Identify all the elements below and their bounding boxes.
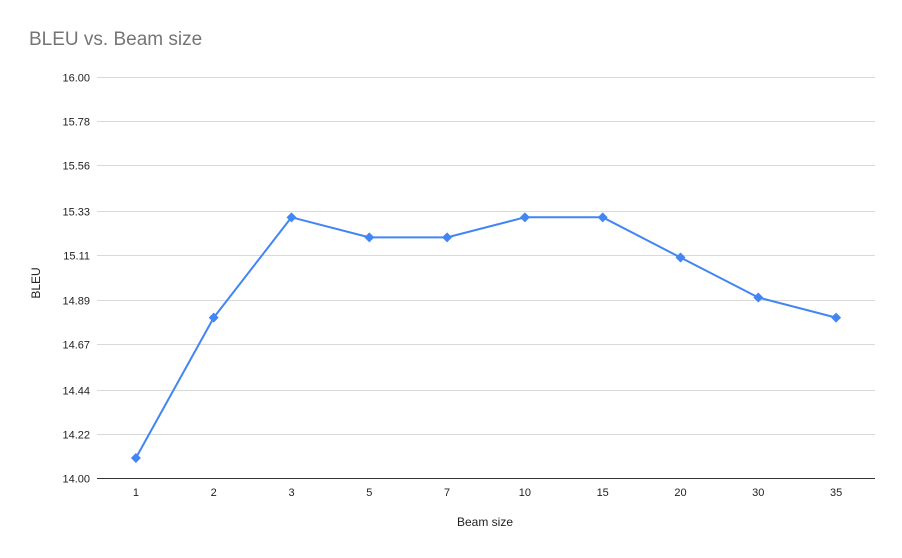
data-point-marker: [286, 212, 297, 223]
y-tick-label: 16.00: [62, 73, 90, 85]
y-tick-label: 15.33: [62, 207, 90, 219]
data-point-marker: [208, 312, 219, 323]
x-tick-label: 35: [830, 487, 842, 499]
data-point-marker: [519, 212, 530, 223]
y-tick-label: 14.22: [62, 430, 90, 442]
x-axis-title: Beam size: [457, 515, 513, 529]
y-tick-label: 15.11: [63, 251, 90, 263]
data-point-marker: [597, 212, 608, 223]
data-point-marker: [442, 232, 453, 243]
y-tick-labels: 14.00 14.22 14.44 14.67 14.89 15.11 15.33 15.56…: [62, 73, 90, 486]
y-tick-label: 14.00: [62, 474, 90, 486]
chart-title: BLEU vs. Beam size: [29, 29, 203, 50]
x-tick-labels: 1 2 3 5 7 10 15 20 30 35: [133, 487, 842, 499]
x-tick-label: 2: [211, 487, 217, 499]
x-tick-label: 10: [519, 487, 531, 499]
gridlines: [97, 77, 875, 479]
y-tick-label: 14.67: [62, 340, 90, 352]
y-tick-label: 15.78: [62, 117, 90, 129]
y-axis-title: BLEU: [29, 267, 43, 298]
y-tick-label: 15.56: [62, 161, 90, 173]
series-line: [135, 216, 837, 459]
x-tick-label: 3: [288, 487, 294, 499]
y-tick-label: 14.44: [62, 386, 90, 398]
data-point-marker: [753, 292, 764, 303]
x-tick-label: 5: [366, 487, 372, 499]
data-point-marker: [831, 312, 842, 323]
x-tick-label: 20: [674, 487, 686, 499]
x-tick-label: 30: [752, 487, 764, 499]
data-point-marker: [675, 252, 686, 263]
x-tick-label: 7: [444, 487, 450, 499]
y-tick-label: 14.89: [62, 296, 90, 308]
series-layer: [130, 212, 842, 463]
data-point-marker: [130, 452, 141, 463]
data-point-marker: [364, 232, 375, 243]
x-tick-label: 1: [133, 487, 139, 499]
x-tick-label: 15: [597, 487, 609, 499]
